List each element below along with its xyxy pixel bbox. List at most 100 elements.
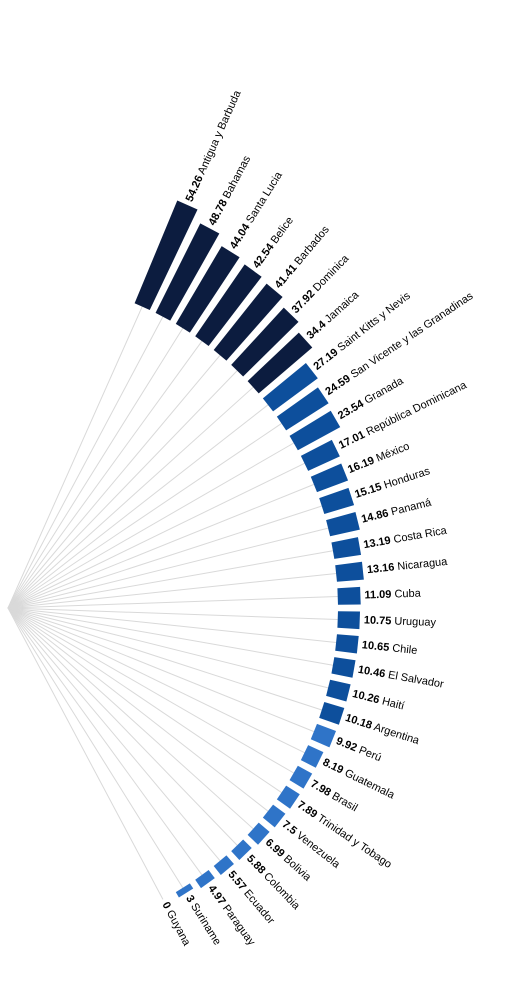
data-label-el-salvador: 10.46 — [357, 664, 386, 681]
category-label-nicaragua: Nicaragua — [394, 556, 449, 574]
spoke-mexico — [7, 483, 315, 609]
spoke-panama — [7, 527, 329, 609]
label-uruguay: 10.75 Uruguay — [364, 614, 437, 629]
data-label-cuba: 11.09 — [364, 589, 391, 602]
category-label-brasil: Brasil — [327, 789, 359, 815]
bar-belice — [195, 264, 262, 346]
bar-bolivia — [247, 822, 270, 845]
data-label-haiti: 10.26 — [351, 688, 381, 706]
bar-suriname — [175, 883, 194, 898]
label-panama: 14.86 Panamá — [360, 496, 433, 525]
bar-nicaragua — [335, 561, 364, 582]
spoke-santa-lucia — [7, 327, 184, 609]
data-label-antigua-y-barbuda: 54.26 — [184, 174, 206, 204]
spoke-nicaragua — [7, 573, 337, 609]
bar-trinidad-y-tobago — [276, 785, 300, 809]
category-label-bolivia: Bolivia — [279, 851, 314, 884]
bar-ecuador — [213, 855, 234, 875]
category-label-haiti: Haití — [378, 695, 406, 713]
category-label-ecuador: Ecuador — [239, 885, 277, 927]
spoke-peru — [7, 607, 315, 733]
bar-barbados — [213, 283, 283, 361]
spoke-argentina — [7, 607, 323, 711]
category-label-argentina: Argentina — [370, 720, 422, 747]
bar-guatemala — [300, 745, 324, 768]
label-peru: 9.92 Perú — [334, 735, 383, 764]
bar-honduras — [319, 487, 355, 514]
data-label-panama: 14.86 — [360, 507, 390, 525]
spoke-haiti — [7, 607, 329, 689]
bar-venezuela — [262, 804, 286, 828]
spoke-el-salvador — [7, 607, 334, 666]
data-label-guyana: 0 — [160, 900, 173, 911]
spoke-trinidad-y-tobago — [7, 607, 282, 793]
bars — [134, 200, 364, 898]
spoke-honduras — [7, 505, 323, 609]
bar-mexico — [310, 463, 349, 493]
bar-saint-kitts-y-nevis — [262, 362, 318, 412]
category-label-bahamas: Bahamas — [219, 154, 253, 204]
category-label-el-salvador: El Salvador — [384, 669, 445, 691]
spoke-guatemala — [7, 607, 305, 754]
label-republica-dominicana: 17.01 República Dominicana — [337, 379, 469, 452]
bar-costa-rica — [331, 537, 362, 559]
spoke-ecuador — [7, 607, 221, 862]
category-label-panama: Panamá — [387, 496, 433, 519]
spoke-antigua-y-barbuda — [7, 306, 143, 609]
category-label-guyana: Guyana — [162, 905, 193, 948]
data-label-suriname: 3 — [183, 893, 196, 905]
label-guyana: 0 Guyana — [160, 900, 193, 949]
category-label-peru: Perú — [354, 743, 383, 764]
bar-granada — [289, 410, 341, 451]
spoke-cuba — [7, 595, 338, 609]
bar-el-salvador — [331, 657, 356, 678]
category-label-honduras: Honduras — [380, 465, 432, 492]
label-saint-kitts-y-nevis: 27.19 Saint Kitts y Nevis — [311, 290, 413, 373]
spoke-san-vicente-y-las-granadinas — [7, 423, 282, 609]
spoke-jamaica — [7, 386, 254, 609]
data-label-chile: 10.65 — [361, 639, 390, 654]
bar-antigua-y-barbuda — [134, 200, 198, 310]
spoke-guyana — [7, 607, 164, 900]
label-chile: 10.65 Chile — [361, 639, 418, 657]
spoke-barbados — [7, 354, 221, 609]
category-label-guatemala: Guatemala — [340, 766, 397, 802]
spoke-republica-dominicana — [7, 462, 305, 609]
spoke-venezuela — [7, 607, 269, 812]
spoke-colombia — [7, 607, 238, 846]
category-label-chile: Chile — [389, 642, 418, 657]
label-costa-rica: 13.19 Costa Rica — [363, 525, 449, 552]
data-label-mexico: 16.19 — [346, 455, 376, 476]
category-label-dominica: Dominica — [309, 252, 352, 296]
spoke-paraguay — [7, 607, 203, 876]
category-label-belice: Belice — [267, 215, 296, 249]
category-label-barbados: Barbados — [290, 223, 332, 270]
label-mexico: 16.19 México — [346, 440, 411, 476]
data-label-uruguay: 10.75 — [364, 614, 392, 627]
label-el-salvador: 10.46 El Salvador — [357, 664, 445, 691]
label-nicaragua: 13.16 Nicaragua — [366, 556, 448, 576]
spoke-dominica — [7, 370, 238, 609]
data-label-costa-rica: 13.19 — [363, 535, 392, 552]
bar-peru — [310, 723, 337, 748]
data-label-argentina: 10.18 — [344, 712, 374, 732]
spoke-bahamas — [7, 316, 164, 609]
spoke-uruguay — [7, 607, 338, 621]
bar-panama — [326, 512, 360, 537]
data-label-nicaragua: 13.16 — [366, 561, 395, 576]
category-label-granada: Granada — [360, 375, 406, 409]
bar-haiti — [326, 679, 351, 702]
bar-paraguay — [195, 870, 215, 889]
bar-jamaica — [247, 332, 313, 394]
spoke-chile — [7, 607, 337, 643]
bar-cuba — [337, 586, 361, 605]
spoke-bolivia — [7, 607, 254, 830]
bar-dominica — [231, 307, 299, 377]
label-haiti: 10.26 Haití — [351, 688, 406, 713]
category-label-mexico: México — [372, 440, 412, 465]
spoke-granada — [7, 442, 295, 609]
spoke-belice — [7, 340, 203, 609]
spoke-costa-rica — [7, 550, 334, 609]
